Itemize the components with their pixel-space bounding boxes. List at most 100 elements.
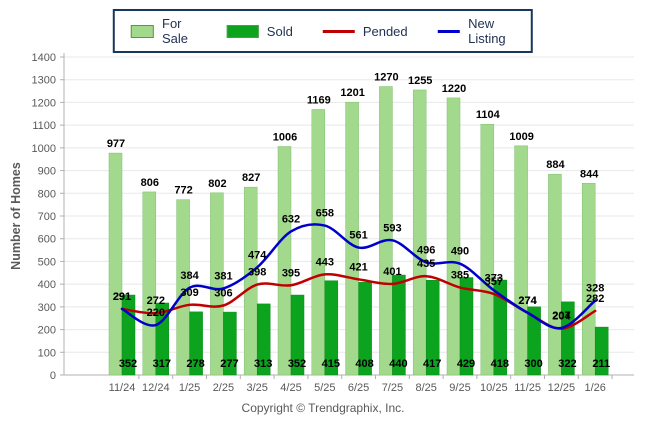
sold-bar	[290, 294, 305, 376]
svg-text:385: 385	[451, 270, 469, 282]
bars-group	[108, 86, 609, 376]
svg-text:309: 309	[180, 287, 198, 299]
svg-text:8/25: 8/25	[415, 382, 436, 394]
svg-text:490: 490	[451, 246, 469, 258]
svg-text:282: 282	[586, 293, 604, 305]
svg-text:429: 429	[457, 358, 475, 370]
sold-bar	[594, 326, 609, 376]
for-sale-swatch-icon	[130, 24, 155, 38]
svg-text:352: 352	[288, 358, 306, 370]
svg-text:3/25: 3/25	[246, 382, 267, 394]
svg-text:220: 220	[147, 307, 165, 319]
svg-text:317: 317	[153, 358, 171, 370]
svg-text:398: 398	[248, 267, 266, 279]
svg-text:395: 395	[282, 267, 300, 279]
svg-text:440: 440	[389, 358, 407, 370]
svg-text:373: 373	[485, 272, 503, 284]
svg-text:658: 658	[316, 208, 334, 220]
svg-text:274: 274	[518, 295, 537, 307]
svg-text:211: 211	[592, 358, 610, 370]
svg-text:274: 274	[518, 295, 537, 307]
svg-text:844: 844	[580, 168, 599, 180]
sold-bar	[493, 279, 508, 376]
chart-legend: For Sale Sold Pended New Listing	[112, 9, 534, 53]
svg-text:496: 496	[417, 244, 435, 256]
svg-text:300: 300	[38, 302, 56, 314]
for-sale-bar	[243, 186, 258, 376]
svg-text:632: 632	[282, 213, 300, 225]
svg-text:408: 408	[355, 358, 373, 370]
svg-text:900: 900	[38, 166, 56, 178]
svg-text:300: 300	[524, 358, 542, 370]
svg-text:207: 207	[552, 310, 570, 322]
svg-text:593: 593	[383, 222, 401, 234]
for-sale-bar	[480, 123, 495, 376]
svg-text:2/25: 2/25	[213, 382, 234, 394]
svg-text:1/26: 1/26	[584, 382, 605, 394]
svg-text:827: 827	[242, 172, 260, 184]
legend-label-pended: Pended	[362, 23, 408, 39]
svg-text:1169: 1169	[307, 94, 331, 106]
svg-text:474: 474	[248, 249, 267, 261]
pended-line-swatch-icon	[322, 29, 355, 33]
svg-text:4/25: 4/25	[280, 382, 301, 394]
legend-label-sold: Sold	[266, 23, 293, 39]
sold-bar	[189, 311, 203, 376]
svg-text:443: 443	[316, 256, 334, 268]
svg-text:6/25: 6/25	[348, 382, 369, 394]
for-sale-bar	[514, 145, 528, 376]
svg-text:1000: 1000	[32, 143, 56, 155]
sold-bar	[155, 302, 170, 376]
svg-text:1400: 1400	[32, 52, 56, 64]
for-sale-bar	[379, 86, 393, 376]
svg-text:500: 500	[38, 256, 56, 268]
svg-text:1300: 1300	[32, 75, 56, 87]
svg-text:977: 977	[107, 138, 125, 150]
svg-text:417: 417	[423, 358, 441, 370]
copyright-text: Copyright © Trendgraphix, Inc.	[241, 401, 405, 415]
sold-bar	[324, 280, 339, 376]
for-sale-bar	[412, 89, 427, 376]
svg-text:384: 384	[180, 270, 199, 282]
for-sale-bar	[142, 191, 157, 376]
svg-text:277: 277	[220, 358, 238, 370]
svg-text:306: 306	[214, 287, 232, 299]
svg-text:357: 357	[485, 276, 503, 288]
svg-text:1009: 1009	[509, 131, 533, 143]
svg-text:9/25: 9/25	[449, 382, 470, 394]
new-listing-line	[120, 223, 597, 330]
svg-text:200: 200	[38, 325, 56, 337]
svg-text:328: 328	[586, 282, 604, 294]
svg-text:418: 418	[491, 358, 509, 370]
svg-text:322: 322	[558, 358, 576, 370]
sold-bar	[527, 306, 541, 376]
svg-text:1255: 1255	[408, 75, 432, 87]
svg-text:800: 800	[38, 188, 56, 200]
svg-text:12/25: 12/25	[548, 382, 576, 394]
svg-text:435: 435	[417, 258, 435, 270]
svg-text:421: 421	[349, 261, 367, 273]
svg-text:5/25: 5/25	[314, 382, 335, 394]
svg-text:806: 806	[141, 177, 159, 189]
svg-text:400: 400	[38, 279, 56, 291]
svg-text:352: 352	[119, 358, 137, 370]
svg-text:12/24: 12/24	[142, 382, 170, 394]
svg-text:10/25: 10/25	[480, 382, 508, 394]
legend-item-new-listing: New Listing	[437, 16, 516, 46]
for-sale-bar	[581, 183, 596, 376]
svg-text:1270: 1270	[374, 72, 398, 84]
sold-bar	[561, 301, 575, 376]
sold-swatch-icon	[226, 24, 259, 38]
legend-item-for-sale: For Sale	[130, 16, 197, 46]
svg-text:1201: 1201	[340, 87, 364, 99]
svg-text:401: 401	[383, 266, 401, 278]
svg-text:381: 381	[214, 270, 232, 282]
legend-label-for-sale: For Sale	[162, 16, 189, 46]
for-sale-bar	[277, 146, 292, 376]
svg-text:291: 291	[113, 291, 131, 303]
sold-bar	[392, 274, 406, 376]
for-sale-bar	[210, 192, 224, 376]
for-sale-bar	[548, 173, 562, 376]
